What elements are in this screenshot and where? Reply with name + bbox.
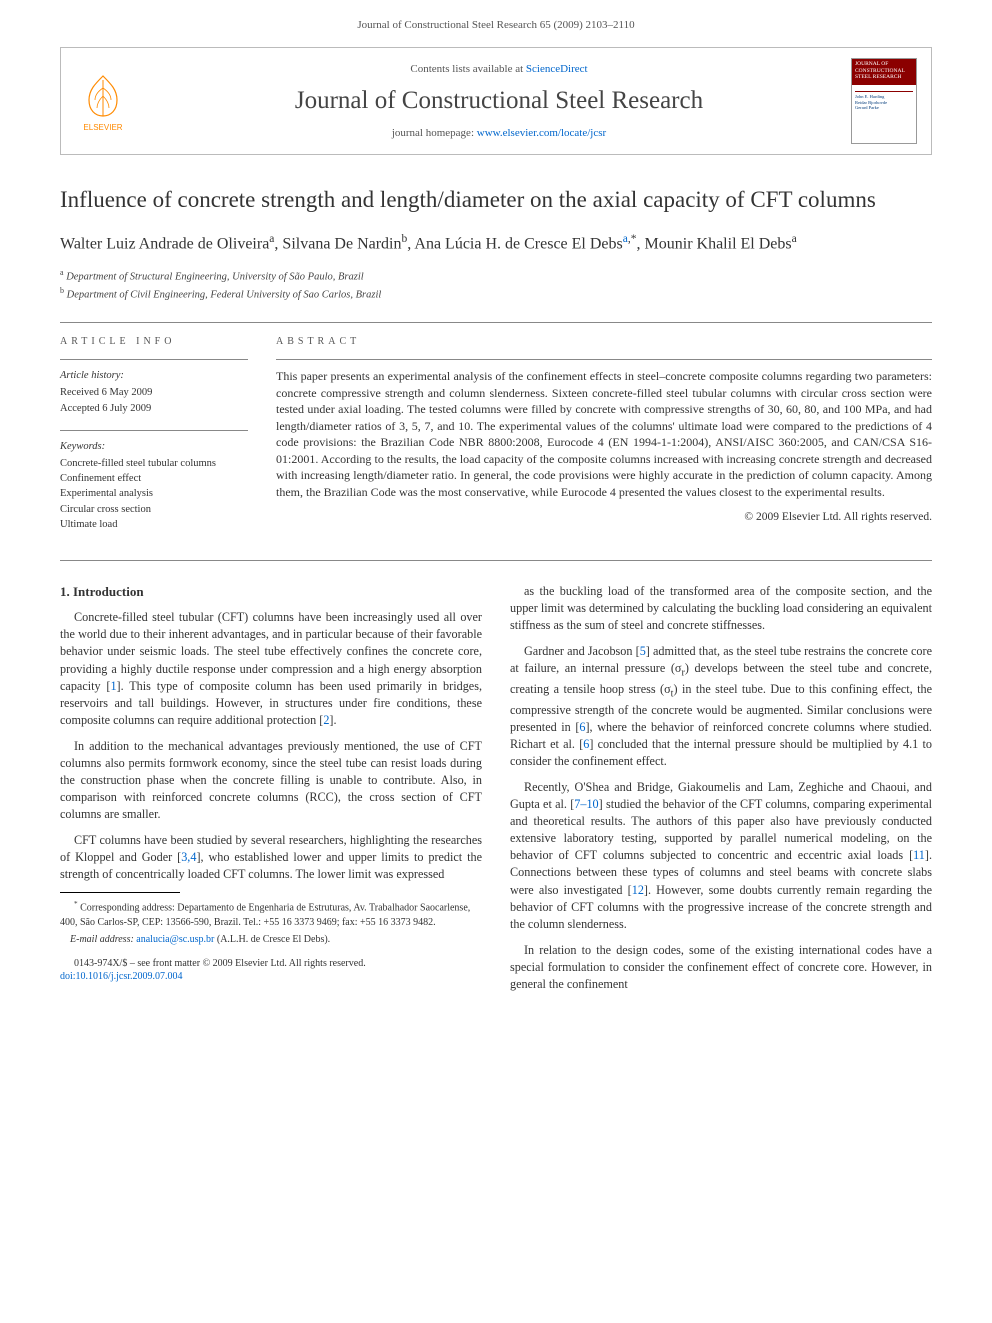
- article-history: Article history: Received 6 May 2009 Acc…: [60, 368, 248, 416]
- corresponding-footnote: * Corresponding address: Departamento de…: [60, 892, 482, 946]
- abstract-copyright: © 2009 Elsevier Ltd. All rights reserved…: [276, 509, 932, 525]
- cover-body: John E. HardingReidar BjorhovdeGerard Pa…: [852, 85, 916, 113]
- keywords-head: Keywords:: [60, 439, 248, 454]
- email-link[interactable]: analucia@sc.usp.br: [136, 934, 214, 945]
- keyword: Ultimate load: [60, 517, 248, 532]
- section-heading: 1. Introduction: [60, 583, 482, 601]
- article-info: ARTICLE INFO Article history: Received 6…: [60, 335, 248, 546]
- keyword: Experimental analysis: [60, 486, 248, 501]
- contents-prefix: Contents lists available at: [410, 63, 525, 75]
- body-paragraph: CFT columns have been studied by several…: [60, 832, 482, 883]
- affiliations: a Department of Structural Engineering, …: [60, 267, 932, 305]
- email-who: (A.L.H. de Cresce El Debs).: [217, 934, 330, 945]
- banner-center: Contents lists available at ScienceDirec…: [147, 62, 851, 142]
- cover-title: JOURNAL OF CONSTRUCTIONAL STEEL RESEARCH: [852, 59, 916, 85]
- homepage-line: journal homepage: www.elsevier.com/locat…: [147, 126, 851, 141]
- authors: Walter Luiz Andrade de Oliveiraa, Silvan…: [60, 231, 932, 256]
- keyword: Confinement effect: [60, 471, 248, 486]
- meta-row: ARTICLE INFO Article history: Received 6…: [60, 323, 932, 560]
- corresponding-address: Corresponding address: Departamento de E…: [60, 903, 470, 928]
- body-paragraph: Recently, O'Shea and Bridge, Giakoumelis…: [510, 779, 932, 933]
- running-header: Journal of Constructional Steel Research…: [0, 0, 992, 47]
- accepted-date: Accepted 6 July 2009: [60, 401, 248, 416]
- received-date: Received 6 May 2009: [60, 385, 248, 400]
- issn-line: 0143-974X/$ – see front matter © 2009 El…: [60, 957, 482, 971]
- email-label: E-mail address:: [70, 934, 134, 945]
- abstract-text: This paper presents an experimental anal…: [276, 368, 932, 500]
- front-matter: 0143-974X/$ – see front matter © 2009 El…: [60, 957, 482, 984]
- body-paragraph: Concrete-filled steel tubular (CFT) colu…: [60, 609, 482, 729]
- affiliation-b: b Department of Civil Engineering, Feder…: [60, 285, 932, 304]
- contents-line: Contents lists available at ScienceDirec…: [147, 62, 851, 77]
- keyword: Circular cross section: [60, 502, 248, 517]
- rule-bottom: [60, 560, 932, 561]
- journal-cover-thumbnail: JOURNAL OF CONSTRUCTIONAL STEEL RESEARCH…: [851, 58, 917, 144]
- doi-link[interactable]: doi:10.1016/j.jcsr.2009.07.004: [60, 971, 183, 982]
- publisher-name: ELSEVIER: [83, 123, 122, 132]
- article-title: Influence of concrete strength and lengt…: [60, 185, 932, 215]
- history-head: Article history:: [60, 368, 248, 383]
- affiliation-a: a Department of Structural Engineering, …: [60, 267, 932, 286]
- keywords-block: Keywords: Concrete-filled steel tubular …: [60, 439, 248, 532]
- sciencedirect-link[interactable]: ScienceDirect: [526, 63, 588, 75]
- keyword: Concrete-filled steel tubular columns: [60, 456, 248, 471]
- body-paragraph: as the buckling load of the transformed …: [510, 583, 932, 634]
- journal-banner: ELSEVIER Contents lists available at Sci…: [60, 47, 932, 155]
- body-paragraph: Gardner and Jacobson [5] admitted that, …: [510, 643, 932, 770]
- footnote-rule: [60, 892, 180, 893]
- abstract-heading: ABSTRACT: [276, 335, 932, 349]
- elsevier-logo: ELSEVIER: [75, 70, 131, 132]
- homepage-link[interactable]: www.elsevier.com/locate/jcsr: [477, 127, 606, 139]
- body-columns: 1. Introduction Concrete-filled steel tu…: [60, 583, 932, 1002]
- abstract: ABSTRACT This paper presents an experime…: [276, 335, 932, 546]
- article-info-heading: ARTICLE INFO: [60, 335, 248, 349]
- body-paragraph: In relation to the design codes, some of…: [510, 942, 932, 993]
- body-paragraph: In addition to the mechanical advantages…: [60, 738, 482, 823]
- journal-name: Journal of Constructional Steel Research: [147, 83, 851, 118]
- homepage-prefix: journal homepage:: [392, 127, 477, 139]
